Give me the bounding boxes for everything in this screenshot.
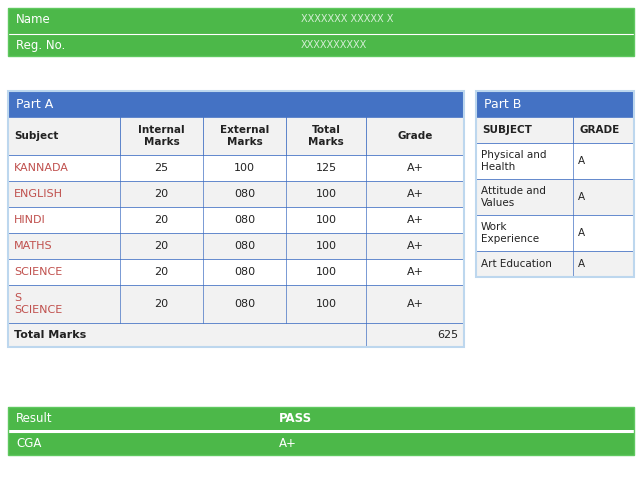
Bar bbox=[476, 143, 634, 179]
Text: Name: Name bbox=[16, 13, 51, 26]
Bar bbox=[8, 407, 634, 430]
Text: 25: 25 bbox=[155, 163, 169, 173]
Text: SCIENCE: SCIENCE bbox=[14, 267, 62, 277]
Bar bbox=[476, 215, 634, 251]
Text: 080: 080 bbox=[234, 215, 255, 225]
Text: HINDI: HINDI bbox=[14, 215, 46, 225]
Text: SUBJECT: SUBJECT bbox=[482, 125, 532, 135]
Text: Part B: Part B bbox=[484, 97, 521, 111]
Text: MATHS: MATHS bbox=[14, 241, 53, 251]
Text: A+: A+ bbox=[406, 215, 424, 225]
Text: Reg. No.: Reg. No. bbox=[16, 38, 65, 52]
Bar bbox=[8, 91, 464, 117]
Text: Subject: Subject bbox=[14, 131, 58, 141]
Text: 080: 080 bbox=[234, 241, 255, 251]
Text: 20: 20 bbox=[155, 189, 169, 199]
Bar bbox=[8, 207, 464, 233]
Bar bbox=[8, 8, 634, 56]
Text: PASS: PASS bbox=[279, 412, 312, 425]
Bar bbox=[476, 251, 634, 277]
Text: GRADE: GRADE bbox=[579, 125, 620, 135]
Text: A+: A+ bbox=[406, 267, 424, 277]
Text: A+: A+ bbox=[406, 189, 424, 199]
Text: Part A: Part A bbox=[16, 97, 53, 111]
Text: 080: 080 bbox=[234, 299, 255, 309]
Bar bbox=[476, 91, 634, 277]
Text: 100: 100 bbox=[234, 163, 255, 173]
Text: 20: 20 bbox=[155, 241, 169, 251]
Text: Physical and
Health: Physical and Health bbox=[481, 150, 546, 172]
Text: 20: 20 bbox=[155, 299, 169, 309]
Text: Total
Marks: Total Marks bbox=[308, 125, 344, 147]
Text: 100: 100 bbox=[315, 189, 336, 199]
Text: 20: 20 bbox=[155, 267, 169, 277]
Text: KANNADA: KANNADA bbox=[14, 163, 69, 173]
Bar bbox=[8, 233, 464, 259]
Bar bbox=[8, 285, 464, 323]
Text: A+: A+ bbox=[406, 299, 424, 309]
Bar bbox=[8, 155, 464, 181]
Bar bbox=[8, 181, 464, 207]
Text: 080: 080 bbox=[234, 189, 255, 199]
Text: Internal
Marks: Internal Marks bbox=[138, 125, 185, 147]
Text: A: A bbox=[578, 259, 585, 269]
Text: ENGLISH: ENGLISH bbox=[14, 189, 63, 199]
Bar bbox=[8, 8, 634, 56]
Bar bbox=[8, 259, 464, 285]
Text: A+: A+ bbox=[406, 241, 424, 251]
Text: Work
Experience: Work Experience bbox=[481, 222, 539, 244]
Bar bbox=[476, 179, 634, 215]
Text: Attitude and
Values: Attitude and Values bbox=[481, 186, 546, 208]
Text: A: A bbox=[578, 228, 585, 238]
Text: Result: Result bbox=[16, 412, 53, 425]
Text: A: A bbox=[578, 192, 585, 202]
Text: XXXXXXXXXX: XXXXXXXXXX bbox=[301, 40, 367, 50]
Text: 100: 100 bbox=[315, 299, 336, 309]
Text: 080: 080 bbox=[234, 267, 255, 277]
Text: Grade: Grade bbox=[397, 131, 433, 141]
Bar bbox=[8, 91, 464, 347]
Text: External
Marks: External Marks bbox=[220, 125, 269, 147]
Bar bbox=[8, 323, 464, 347]
Text: 100: 100 bbox=[315, 215, 336, 225]
Bar bbox=[8, 432, 634, 455]
Text: A+: A+ bbox=[406, 163, 424, 173]
Text: CGA: CGA bbox=[16, 437, 41, 450]
Text: Art Education: Art Education bbox=[481, 259, 552, 269]
Text: 20: 20 bbox=[155, 215, 169, 225]
Bar bbox=[8, 117, 464, 155]
Text: A: A bbox=[578, 156, 585, 166]
Bar bbox=[476, 91, 634, 117]
Text: XXXXXXX XXXXX X: XXXXXXX XXXXX X bbox=[301, 15, 394, 24]
Text: 100: 100 bbox=[315, 241, 336, 251]
Text: 100: 100 bbox=[315, 267, 336, 277]
Text: Total Marks: Total Marks bbox=[14, 330, 86, 340]
Text: 625: 625 bbox=[437, 330, 458, 340]
Text: 125: 125 bbox=[315, 163, 336, 173]
Text: S
SCIENCE: S SCIENCE bbox=[14, 293, 62, 315]
Bar bbox=[476, 117, 634, 143]
Text: A+: A+ bbox=[279, 437, 297, 450]
Bar bbox=[8, 407, 634, 455]
